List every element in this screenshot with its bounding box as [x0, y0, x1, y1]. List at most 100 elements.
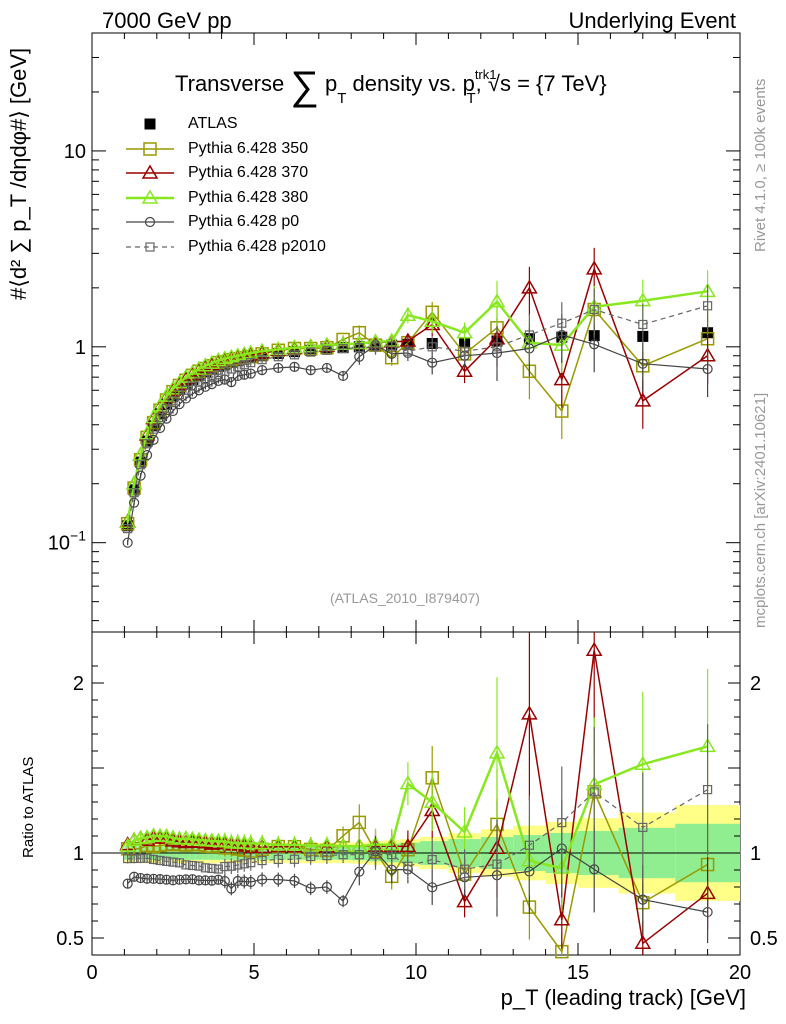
data-point — [488, 293, 506, 308]
data-point — [553, 371, 571, 386]
data-point — [177, 368, 195, 383]
ratio-line-p2010 — [127, 789, 708, 870]
ratio-point — [289, 875, 300, 886]
legend-marker — [145, 242, 155, 252]
axis-ticks: 0 5 10 15 20 10−1 1 10 0.5 0.5 1 1 2 2 — [48, 32, 778, 984]
data-point — [207, 372, 217, 382]
ratio-point — [321, 881, 332, 893]
legend-marker — [141, 189, 159, 204]
data-point — [200, 381, 211, 392]
legend-swatch — [126, 242, 174, 252]
ratio-point — [136, 853, 146, 863]
ratio-point — [207, 863, 217, 874]
data-point — [456, 362, 473, 378]
ratio-point — [138, 829, 156, 844]
ratio-point — [239, 876, 250, 887]
ratio-point — [634, 755, 652, 770]
ratio-point — [553, 911, 571, 926]
ratio-point — [352, 815, 367, 830]
data-point — [142, 439, 152, 449]
data-point — [257, 365, 268, 376]
x-tick-label: 15 — [567, 962, 589, 984]
ratio-point — [161, 856, 172, 866]
ratio-point — [253, 835, 271, 850]
legend-marker — [144, 118, 156, 130]
ratio-point — [193, 875, 205, 886]
ratio-point — [154, 874, 166, 885]
data-point — [226, 364, 236, 374]
data-point — [194, 377, 204, 387]
ratio-point — [338, 850, 348, 860]
data-point — [226, 377, 237, 388]
data-point — [702, 363, 713, 375]
data-point — [492, 342, 502, 352]
chart-title: Transverse ∑ pT density vs. ptrk1T, √s =… — [175, 64, 607, 108]
ratio-point — [213, 864, 223, 874]
data-point — [289, 350, 300, 360]
series-p380 — [119, 270, 716, 912]
ratio-point — [239, 859, 249, 869]
ratio-point — [246, 858, 256, 868]
data-point — [399, 306, 417, 321]
legend-marker — [143, 142, 157, 156]
legend-swatch — [126, 217, 174, 228]
ratio-point — [289, 854, 300, 864]
y-tick-label: 1 — [75, 337, 86, 359]
series-p2010 — [123, 284, 713, 909]
x-tick-label: 20 — [729, 962, 751, 984]
ratio-point — [521, 705, 538, 720]
legend-entry-370: Pythia 6.428 370 — [124, 161, 326, 186]
legend-swatch — [126, 189, 174, 204]
data-point — [145, 409, 162, 424]
ratio-point — [589, 787, 599, 797]
ratio-point — [226, 861, 236, 871]
legend-marker-icon — [124, 238, 176, 256]
y-axis-label: #⟨d² ∑ p_T /dηdφ#⟩ [GeV] — [6, 47, 31, 300]
data-point — [257, 355, 267, 365]
series-line-p350 — [126, 307, 708, 524]
ratio-tick-label: 2 — [750, 673, 761, 695]
ratio-tick-label: 1 — [750, 843, 761, 865]
ratio-point — [399, 837, 417, 853]
data-point — [637, 358, 648, 369]
legend-swatch — [144, 118, 156, 130]
ratio-point — [273, 874, 284, 885]
ratio-point — [370, 850, 381, 860]
data-point — [589, 339, 600, 350]
data-point — [233, 362, 243, 372]
ratio-point — [257, 874, 268, 885]
ratio-point — [273, 854, 283, 865]
ratio-tick-label: 0.5 — [750, 928, 778, 950]
data-point — [190, 360, 208, 375]
data-point — [154, 422, 166, 434]
data-point — [167, 405, 179, 417]
series-line-p2010 — [127, 305, 708, 529]
data-point — [427, 342, 437, 352]
data-point — [273, 362, 284, 374]
rivet-info: Rivet 4.1.0, ≥ 100k events — [752, 78, 769, 252]
ratio-point — [220, 861, 230, 872]
ratio-line-p370 — [127, 650, 709, 945]
data-point — [460, 346, 470, 356]
data-point — [168, 396, 178, 406]
ratio-point — [168, 857, 178, 867]
ratio-point — [637, 894, 648, 905]
ratio-point — [460, 864, 470, 874]
data-point — [557, 318, 567, 328]
ratio-point — [338, 895, 349, 907]
ratio-point — [167, 875, 179, 886]
legend-marker — [144, 217, 156, 228]
data-point — [456, 324, 473, 339]
data-point — [123, 524, 133, 534]
ratio-point — [286, 836, 303, 851]
data-point — [638, 319, 648, 330]
ratio-point — [232, 875, 243, 887]
data-point — [200, 375, 210, 385]
y-tick-exponent: −1 — [70, 528, 86, 544]
ratio-point — [148, 854, 159, 865]
ratio-point — [702, 906, 713, 918]
data-point — [158, 387, 175, 402]
ratio-point — [638, 822, 648, 833]
legend-marker-icon — [124, 140, 176, 158]
ratio-point — [174, 858, 185, 868]
